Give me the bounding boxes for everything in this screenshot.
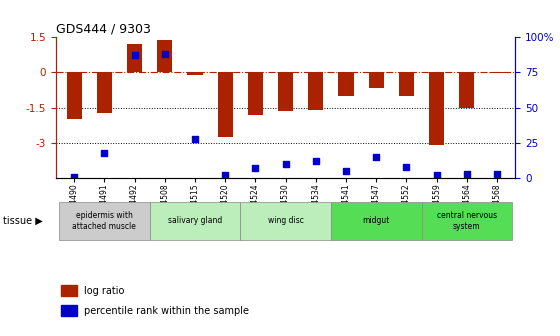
Point bbox=[130, 53, 139, 58]
Text: percentile rank within the sample: percentile rank within the sample bbox=[83, 305, 249, 316]
Bar bbox=[248, 72, 263, 115]
Bar bbox=[150, 202, 240, 240]
Point bbox=[100, 150, 109, 155]
Bar bbox=[60, 305, 77, 316]
Point bbox=[251, 166, 260, 171]
Bar bbox=[399, 72, 414, 96]
Text: central nervous
system: central nervous system bbox=[437, 211, 497, 230]
Point bbox=[160, 51, 169, 56]
Point bbox=[281, 161, 290, 167]
Point bbox=[432, 173, 441, 178]
Text: GDS444 / 9303: GDS444 / 9303 bbox=[56, 23, 151, 36]
Point bbox=[372, 154, 381, 160]
Bar bbox=[338, 72, 353, 96]
Bar bbox=[308, 72, 323, 110]
Bar bbox=[240, 202, 331, 240]
Text: salivary gland: salivary gland bbox=[168, 216, 222, 225]
Bar bbox=[157, 41, 172, 72]
Bar bbox=[218, 72, 233, 137]
Bar bbox=[67, 72, 82, 119]
Text: epidermis with
attached muscle: epidermis with attached muscle bbox=[72, 211, 136, 230]
Point bbox=[190, 136, 199, 141]
Point bbox=[69, 174, 78, 179]
Text: wing disc: wing disc bbox=[268, 216, 304, 225]
Point bbox=[221, 173, 230, 178]
Bar bbox=[278, 72, 293, 111]
Text: log ratio: log ratio bbox=[83, 286, 124, 296]
Bar bbox=[422, 202, 512, 240]
Point bbox=[463, 171, 472, 176]
Bar bbox=[188, 72, 203, 75]
Bar bbox=[368, 72, 384, 88]
Point bbox=[311, 159, 320, 164]
Bar bbox=[127, 44, 142, 72]
Bar bbox=[459, 72, 474, 108]
Bar bbox=[97, 72, 112, 114]
Point bbox=[342, 168, 351, 174]
Bar bbox=[59, 202, 150, 240]
Text: midgut: midgut bbox=[362, 216, 390, 225]
Point bbox=[402, 164, 411, 169]
Bar bbox=[331, 202, 422, 240]
Bar bbox=[489, 72, 505, 74]
Bar bbox=[60, 286, 77, 296]
Text: tissue ▶: tissue ▶ bbox=[3, 216, 43, 226]
Bar bbox=[429, 72, 444, 145]
Point bbox=[493, 171, 502, 176]
